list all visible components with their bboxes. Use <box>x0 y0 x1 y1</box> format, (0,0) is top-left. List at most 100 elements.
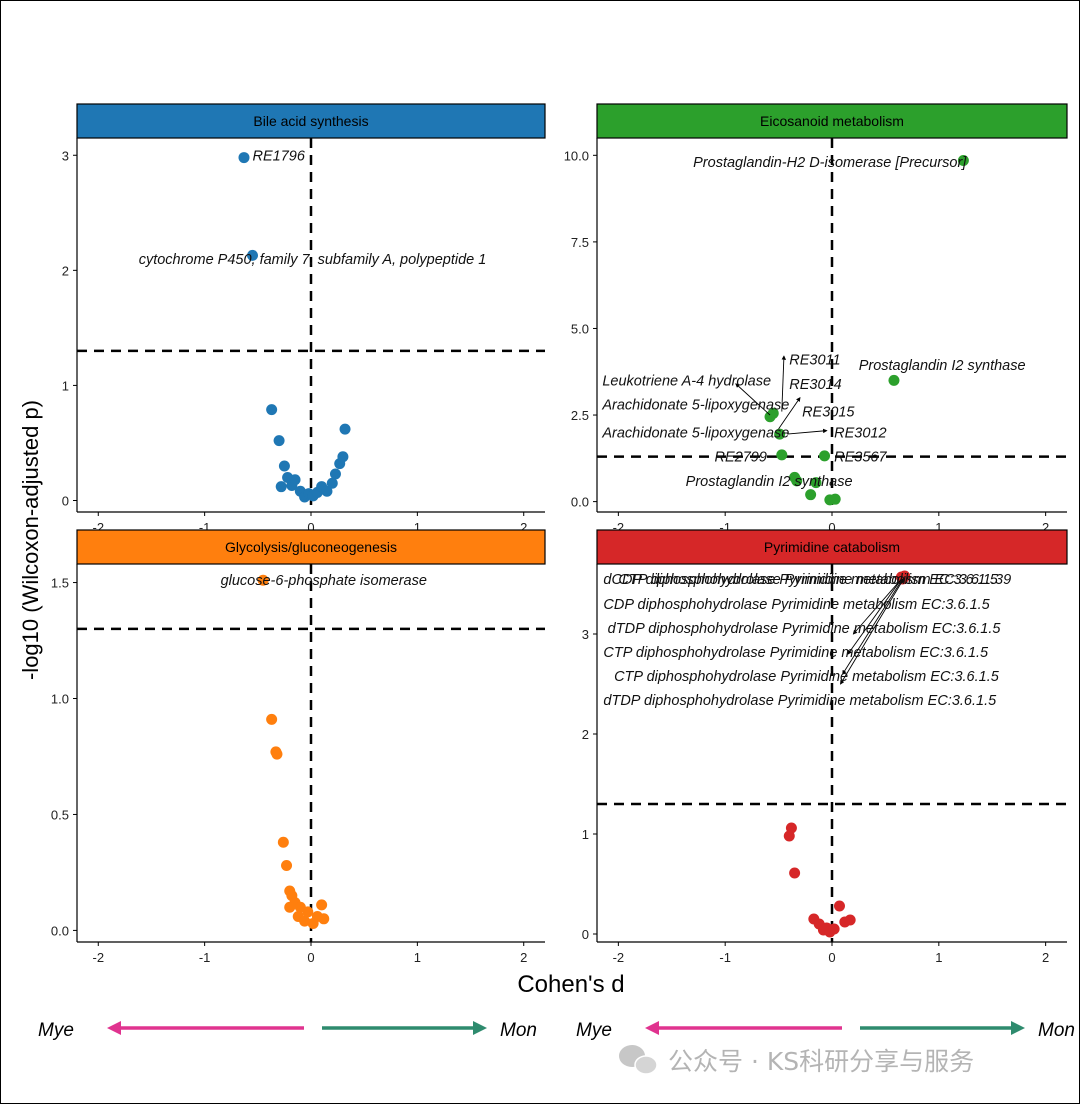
facet-panel-3: Glycolysis/gluconeogenesis 0.0 0.5 1.0 1.5 -2… <box>51 529 546 965</box>
y-tick-label: 0 <box>62 493 69 508</box>
direction-label-right-2: Mon <box>1038 1020 1075 1041</box>
point-label: CDP diphosphohydrolase Pyrimidine metabo… <box>603 597 990 613</box>
data-point <box>844 914 856 926</box>
data-point <box>238 152 250 164</box>
label-connector <box>787 428 828 435</box>
y-tick-label: 3 <box>62 148 69 163</box>
label-connector <box>735 383 771 416</box>
data-point <box>277 836 289 848</box>
x-tick-label: -1 <box>719 520 731 535</box>
x-tick-label: 1 <box>935 950 942 965</box>
point-label: Leukotriene A-4 hydrolase <box>602 373 771 389</box>
x-tick-label: 0 <box>307 520 314 535</box>
point-label: Prostaglandin I2 synthase <box>859 358 1026 374</box>
label-connector <box>781 355 787 412</box>
facet-title: Bile acid synthesis <box>253 113 368 129</box>
data-point <box>819 450 831 462</box>
point-label: Arachidonate 5-lipoxygenase <box>601 425 789 441</box>
direction-label-left-2: Mye <box>576 1020 612 1041</box>
point-label: Prostaglandin-H2 D-isomerase [Precursor] <box>693 155 967 171</box>
point-label: RE3014 <box>789 377 841 393</box>
data-point <box>791 475 803 487</box>
label-connector <box>778 396 801 430</box>
y-tick-label: 0.0 <box>571 495 589 510</box>
data-point <box>767 407 779 419</box>
y-tick-label: 0.5 <box>51 807 69 822</box>
x-tick-label: 1 <box>414 950 421 965</box>
y-tick-label: 0 <box>582 927 589 942</box>
data-point <box>805 489 817 501</box>
x-tick-label: 0 <box>307 950 314 965</box>
data-point <box>273 435 285 447</box>
data-point <box>774 428 786 440</box>
y-tick-label: 1.5 <box>51 576 69 591</box>
facet-panel-2: Eicosanoid metabolism 0.0 2.5 5.0 7.5 10.0 -2 -… <box>564 103 1068 535</box>
facet-title: Pyrimidine catabolism <box>764 539 900 555</box>
facet-panel-4: Pyrimidine catabolism 0 1 2 3 -2 -1 0 1 2 dCDP dip… <box>582 529 1068 965</box>
y-tick-label: 1 <box>62 378 69 393</box>
data-point <box>266 404 278 416</box>
point-label: RE3012 <box>834 425 886 441</box>
data-point <box>326 477 338 489</box>
data-point <box>278 460 290 472</box>
data-point <box>284 901 296 913</box>
x-tick-label: -1 <box>199 520 211 535</box>
y-tick-label: 1 <box>582 827 589 842</box>
y-tick-label: 2 <box>582 727 589 742</box>
point-label: dTDP diphosphohydrolase Pyrimidine metab… <box>603 693 997 709</box>
point-label: Arachidonate 5-lipoxygenase <box>601 398 789 414</box>
x-tick-label: -1 <box>199 950 211 965</box>
data-point <box>789 867 801 879</box>
point-label: dCDP diphosphohydrolase Pyrimidine metab… <box>603 572 998 588</box>
direction-label-left: Mye <box>38 1020 74 1041</box>
x-tick-label: 2 <box>520 950 527 965</box>
label-connector <box>852 578 902 635</box>
point-label: RE3011 <box>789 353 840 369</box>
x-tick-label: 2 <box>520 520 527 535</box>
y-tick-label: 3 <box>582 627 589 642</box>
point-label: Prostaglandin I2 synthase <box>686 474 853 490</box>
data-point <box>339 423 351 435</box>
data-point <box>329 468 341 480</box>
data-point <box>888 374 900 386</box>
x-tick-label: 0 <box>828 950 835 965</box>
watermark: 公众号 · KS科研分享与服务 <box>619 1045 974 1076</box>
direction-label-right: Mon <box>500 1020 537 1041</box>
x-axis-title: Cohen's d <box>517 971 624 998</box>
data-point <box>828 923 840 935</box>
y-axis-title: -log10 (Wilcoxon-adjusted p) <box>18 400 43 680</box>
point-label: CTP diphosphohydrolase Pyrimidine metabo… <box>614 669 1000 685</box>
x-tick-label: 1 <box>935 520 942 535</box>
y-tick-label: 1.0 <box>51 692 69 707</box>
data-point <box>302 906 314 918</box>
point-label: RE3567 <box>834 450 887 466</box>
point-label: CTP diphosphohydrolase Pyrimidine metabo… <box>618 572 1011 588</box>
data-point <box>257 574 269 586</box>
x-tick-label: 2 <box>1042 950 1049 965</box>
x-tick-label: 1 <box>414 520 421 535</box>
data-point <box>783 830 795 842</box>
data-point <box>776 449 788 461</box>
x-tick-label: -2 <box>613 520 625 535</box>
point-label: cytochrome P450, family 7, subfamily A, … <box>139 252 487 268</box>
data-point <box>318 913 330 925</box>
label-connector <box>840 578 904 685</box>
x-tick-label: -2 <box>92 950 104 965</box>
data-point <box>321 485 333 497</box>
data-point <box>275 481 287 493</box>
facet-strip <box>596 103 1068 139</box>
y-tick-label: 2.5 <box>571 408 589 423</box>
x-tick-label: 2 <box>1042 520 1049 535</box>
point-label: RE2799 <box>715 450 767 466</box>
point-label: glucose-6-phosphate isomerase <box>221 573 427 589</box>
facet-panel-1: Bile acid synthesis 0 1 2 3 -2 -1 0 1 2 RE1796 cyto… <box>62 103 546 535</box>
x-tick-label: 0 <box>828 520 835 535</box>
data-point <box>247 249 258 261</box>
data-point <box>833 900 845 912</box>
y-tick-label: 7.5 <box>571 235 589 250</box>
point-label: RE1796 <box>253 148 306 164</box>
data-point <box>289 474 301 486</box>
x-tick-label: -2 <box>613 950 625 965</box>
facet-strip <box>76 529 546 565</box>
